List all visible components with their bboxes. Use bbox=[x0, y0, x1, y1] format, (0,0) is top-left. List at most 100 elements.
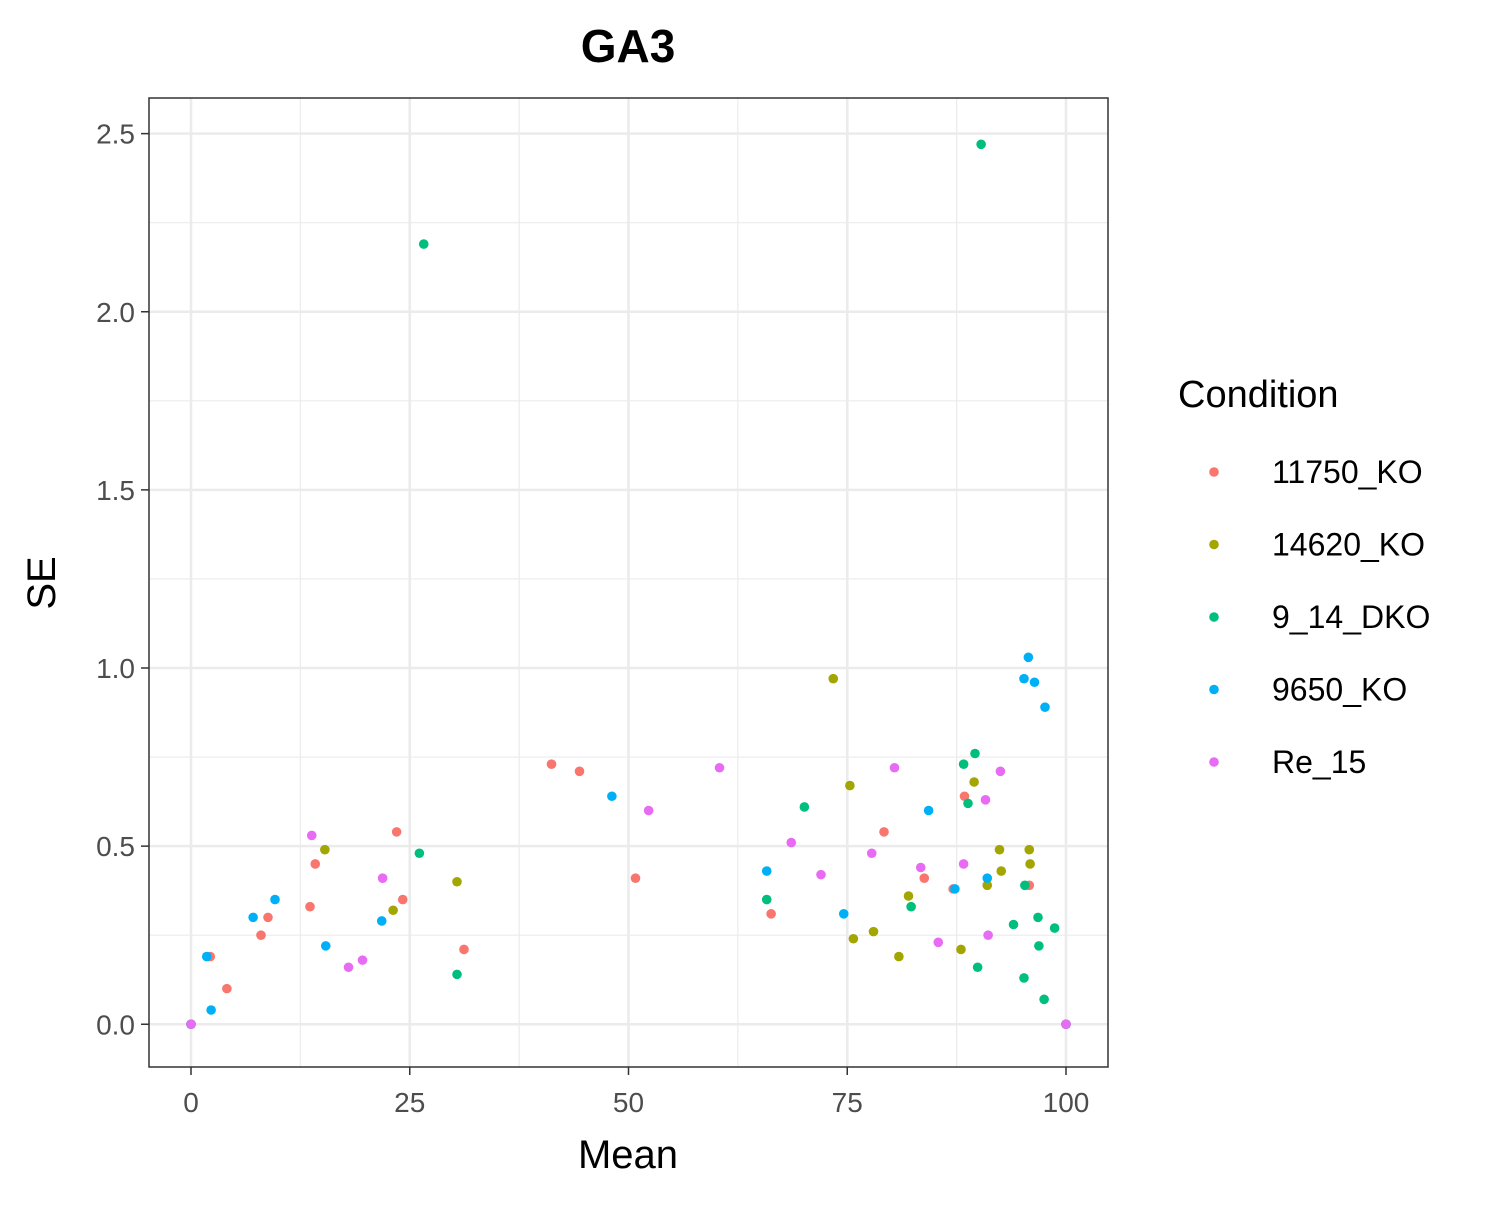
data-point-9_14_DKO-4 bbox=[761, 894, 772, 905]
data-point-9_14_DKO-8 bbox=[963, 798, 973, 809]
data-point-Re_15-0 bbox=[186, 1019, 196, 1030]
data-point-14620_KO-15 bbox=[1024, 844, 1035, 855]
data-point-Re_15-4 bbox=[377, 873, 388, 883]
data-point-11750_KO-4 bbox=[263, 912, 273, 923]
data-point-14620_KO-13 bbox=[994, 844, 1005, 855]
legend-item-9_14_DKO: 9_14_DKO bbox=[1209, 599, 1430, 635]
data-point-9650_KO-12 bbox=[982, 873, 993, 883]
data-point-11750_KO-7 bbox=[391, 827, 402, 837]
data-point-11750_KO-8 bbox=[397, 894, 408, 905]
legend-key bbox=[1209, 684, 1219, 695]
data-point-14620_KO-8 bbox=[894, 951, 904, 962]
data-point-9_14_DKO-12 bbox=[1008, 919, 1019, 930]
data-point-14620_KO-5 bbox=[845, 780, 855, 791]
data-point-Re_15-1 bbox=[306, 830, 317, 841]
data-point-9650_KO-3 bbox=[248, 912, 258, 923]
data-point-9_14_DKO-15 bbox=[1033, 912, 1043, 923]
data-point-Re_15-6 bbox=[714, 762, 725, 773]
data-point-9_14_DKO-5 bbox=[799, 802, 810, 812]
data-point-11750_KO-6 bbox=[310, 859, 321, 869]
data-point-11750_KO-9 bbox=[459, 944, 469, 955]
legend-item-11750_KO: 11750_KO bbox=[1209, 454, 1423, 490]
axes: 0 25 50 75 100 0.0 0.5 1.0 1.5 2.0 2.5 bbox=[96, 119, 1089, 1118]
legend-item-14620_KO: 14620_KO bbox=[1209, 527, 1425, 563]
data-point-9_14_DKO-11 bbox=[976, 139, 986, 150]
data-point-Re_15-9 bbox=[866, 848, 877, 859]
y-tick-label: 2.5 bbox=[96, 119, 135, 150]
data-point-14620_KO-14 bbox=[996, 866, 1007, 876]
data-point-9650_KO-10 bbox=[923, 805, 934, 816]
data-point-14620_KO-9 bbox=[903, 891, 914, 901]
data-point-Re_15-5 bbox=[643, 805, 654, 816]
data-point-9_14_DKO-1 bbox=[414, 848, 425, 859]
data-point-11750_KO-11 bbox=[574, 766, 585, 777]
data-point-11750_KO-5 bbox=[305, 901, 315, 912]
data-point-Re_15-2 bbox=[343, 962, 354, 973]
data-point-9650_KO-4 bbox=[270, 894, 280, 905]
plot-panel bbox=[149, 98, 1108, 1067]
data-point-9_14_DKO-10 bbox=[972, 962, 983, 973]
data-point-Re_15-12 bbox=[933, 937, 944, 948]
data-point-11750_KO-10 bbox=[546, 759, 557, 769]
y-axis-title: SE bbox=[20, 556, 64, 609]
data-point-Re_15-11 bbox=[915, 862, 926, 873]
data-point-14620_KO-1 bbox=[320, 844, 330, 855]
legend: Condition 11750_KO 14620_KO 9_14_DKO 9650_K… bbox=[1178, 374, 1430, 780]
data-point-Re_15-17 bbox=[1061, 1019, 1071, 1030]
data-point-14620_KO-10 bbox=[956, 944, 966, 955]
data-point-Re_15-10 bbox=[889, 762, 900, 773]
data-point-Re_15-15 bbox=[983, 930, 993, 940]
data-point-11750_KO-17 bbox=[959, 791, 970, 802]
data-point-Re_15-7 bbox=[786, 837, 797, 848]
data-point-9650_KO-5 bbox=[320, 941, 331, 951]
y-tick-label: 1.0 bbox=[96, 653, 135, 684]
legend-key bbox=[1209, 612, 1219, 622]
x-tick-label: 75 bbox=[832, 1087, 863, 1118]
data-point-14620_KO-12 bbox=[982, 880, 993, 891]
legend-label: 9650_KO bbox=[1272, 672, 1407, 708]
data-point-11750_KO-2 bbox=[222, 983, 232, 994]
data-point-Re_15-14 bbox=[980, 795, 991, 805]
data-point-Re_15-8 bbox=[816, 869, 826, 880]
legend-item-Re_15: Re_15 bbox=[1209, 744, 1366, 780]
data-point-Re_15-16 bbox=[995, 766, 1006, 777]
data-point-11750_KO-3 bbox=[256, 930, 266, 940]
data-point-Re_15-13 bbox=[958, 859, 969, 869]
x-tick-label: 100 bbox=[1043, 1087, 1090, 1118]
y-tick-label: 1.5 bbox=[96, 475, 135, 506]
data-point-14620_KO-11 bbox=[969, 777, 979, 787]
data-point-9_14_DKO-2 bbox=[418, 239, 429, 249]
data-point-14620_KO-16 bbox=[1025, 859, 1035, 869]
legend-label: Re_15 bbox=[1272, 744, 1366, 780]
data-point-9_14_DKO-17 bbox=[1039, 994, 1049, 1005]
data-point-9650_KO-9 bbox=[838, 909, 849, 919]
x-tick-label: 50 bbox=[613, 1087, 644, 1118]
x-tick-label: 25 bbox=[394, 1087, 425, 1118]
data-point-9650_KO-13 bbox=[1019, 673, 1029, 684]
data-points bbox=[186, 139, 1071, 1030]
data-point-11750_KO-12 bbox=[630, 873, 641, 883]
x-tick-label: 0 bbox=[183, 1087, 199, 1118]
data-point-9650_KO-2 bbox=[206, 1005, 216, 1015]
data-point-14620_KO-4 bbox=[828, 673, 839, 684]
x-axis-title: Mean bbox=[578, 1133, 678, 1177]
legend-title: Condition bbox=[1178, 374, 1339, 416]
data-point-Re_15-3 bbox=[357, 955, 368, 965]
data-point-14620_KO-6 bbox=[848, 933, 859, 944]
data-point-9_14_DKO-16 bbox=[1034, 941, 1044, 951]
data-point-9650_KO-11 bbox=[950, 884, 960, 894]
legend-item-9650_KO: 9650_KO bbox=[1209, 672, 1407, 708]
data-point-11750_KO-13 bbox=[766, 909, 776, 919]
y-tick-label: 2.0 bbox=[96, 297, 135, 328]
data-point-9_14_DKO-6 bbox=[906, 901, 916, 912]
data-point-9_14_DKO-7 bbox=[958, 759, 969, 769]
data-point-9_14_DKO-9 bbox=[970, 748, 980, 759]
data-point-9650_KO-6 bbox=[376, 916, 387, 926]
data-point-9_14_DKO-14 bbox=[1020, 880, 1030, 891]
data-point-14620_KO-7 bbox=[868, 926, 879, 937]
data-point-9650_KO-15 bbox=[1029, 677, 1040, 688]
data-point-9650_KO-1 bbox=[201, 951, 212, 962]
legend-key bbox=[1209, 539, 1219, 550]
